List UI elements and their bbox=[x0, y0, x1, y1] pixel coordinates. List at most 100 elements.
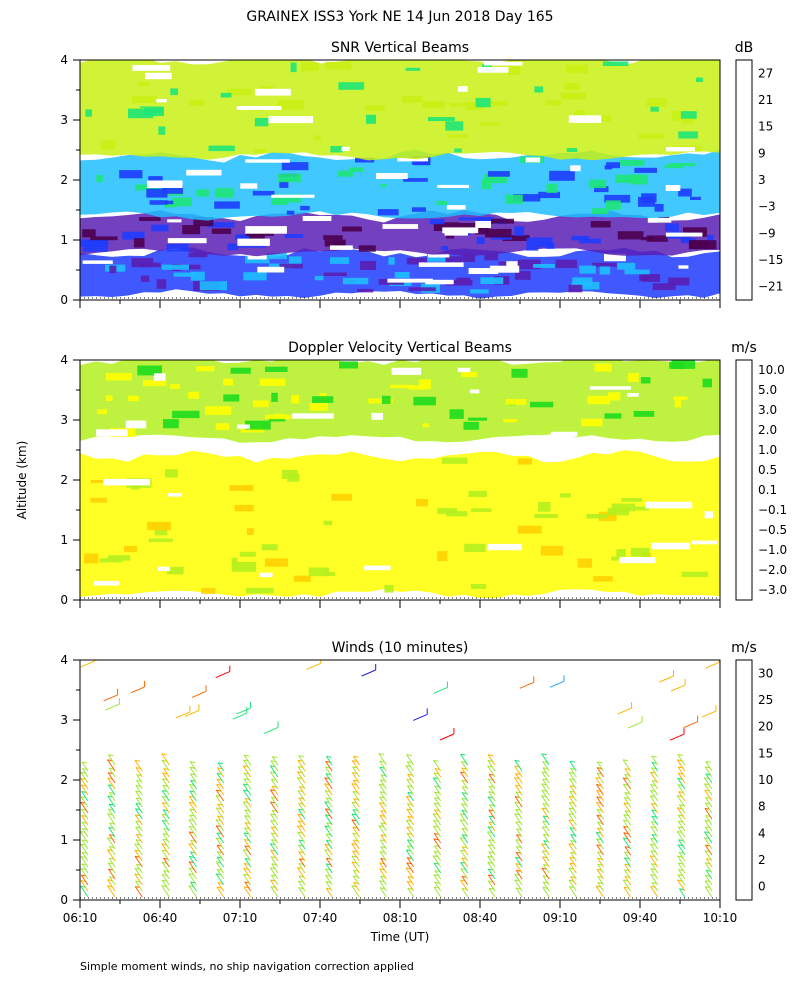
wind-barb-staff bbox=[461, 828, 469, 838]
heatmap-cell bbox=[514, 226, 525, 236]
heatmap-cell bbox=[229, 485, 254, 491]
heatmap-cell bbox=[122, 231, 145, 240]
wind-barb bbox=[361, 664, 377, 677]
wind-barb bbox=[243, 832, 252, 844]
x-tick-label: 07:40 bbox=[303, 911, 338, 925]
wind-barb-staff bbox=[270, 760, 279, 772]
wind-barb bbox=[297, 813, 306, 826]
wind-barb bbox=[541, 843, 550, 856]
heatmap-cell bbox=[243, 272, 267, 281]
wind-barb-staff bbox=[406, 803, 415, 814]
wind-barb bbox=[379, 796, 387, 808]
wind-barb bbox=[514, 873, 523, 886]
heatmap-cell bbox=[196, 366, 215, 372]
heatmap-cell bbox=[182, 225, 201, 235]
wind-barb-staff bbox=[488, 774, 496, 784]
colorbar-frame bbox=[735, 59, 753, 301]
wind-barb-staff bbox=[596, 869, 604, 880]
wind-barb bbox=[405, 795, 415, 808]
wind-barb-staff bbox=[433, 760, 442, 772]
wind-barb bbox=[568, 819, 577, 832]
heatmap-cell bbox=[640, 377, 651, 384]
wind-barb bbox=[161, 843, 170, 856]
wind-barb-staff bbox=[351, 885, 360, 898]
wind-barb-staff bbox=[596, 851, 604, 862]
heatmap-gap bbox=[647, 217, 672, 223]
heatmap-gap bbox=[245, 159, 290, 163]
heatmap-gap bbox=[397, 157, 429, 162]
wind-barb bbox=[705, 660, 720, 669]
heatmap-cell bbox=[325, 61, 352, 70]
wind-barb-staff bbox=[215, 837, 225, 850]
wind-barb bbox=[351, 861, 360, 874]
wind-barb-staff bbox=[461, 846, 469, 856]
heatmap-layer-2 bbox=[80, 149, 720, 221]
wind-barb-staff bbox=[460, 753, 469, 766]
wind-barb-staff bbox=[461, 876, 469, 886]
heatmap-gap bbox=[257, 266, 285, 273]
wind-barb bbox=[701, 705, 717, 718]
heatmap-gap bbox=[442, 227, 479, 234]
wind-barb bbox=[243, 772, 252, 784]
wind-barb-staff bbox=[297, 790, 306, 802]
wind-barb-staff bbox=[162, 784, 170, 796]
wind-barb-staff bbox=[188, 873, 197, 886]
winds-panel-title: Winds (10 minutes) bbox=[332, 640, 469, 656]
heatmap-cell bbox=[278, 173, 301, 183]
heatmap-cell bbox=[689, 240, 717, 250]
heatmap-cell bbox=[164, 201, 177, 208]
wind-barb bbox=[161, 874, 170, 886]
heatmap-cell bbox=[330, 146, 343, 153]
colorbar-label: 1.0 bbox=[758, 443, 777, 457]
wind-barb bbox=[514, 759, 523, 772]
wind-barb bbox=[406, 826, 415, 838]
wind-barb-staff bbox=[596, 827, 604, 838]
wind-barb-staff bbox=[596, 809, 604, 820]
wind-barb bbox=[622, 819, 632, 832]
wind-barb-staff bbox=[161, 802, 170, 814]
wind-barb bbox=[541, 850, 550, 862]
wind-barb-staff bbox=[175, 711, 191, 719]
wind-barb bbox=[215, 837, 225, 850]
wind-barb-staff bbox=[271, 839, 279, 850]
wind-barb bbox=[649, 795, 659, 808]
wind-barb-staff bbox=[597, 882, 604, 892]
wind-barb-staff bbox=[515, 809, 523, 820]
wind-barb-staff bbox=[353, 882, 360, 892]
wind-barb-staff bbox=[107, 813, 116, 826]
heatmap-cell bbox=[384, 584, 394, 593]
time-axis-label: Time (UT) bbox=[370, 930, 430, 944]
wind-barb-staff bbox=[163, 858, 170, 868]
heatmap-cell bbox=[105, 373, 132, 381]
wind-barb-staff bbox=[161, 879, 170, 892]
heatmap-cell bbox=[437, 508, 458, 514]
wind-barb-staff bbox=[650, 821, 659, 832]
heatmap-gap bbox=[651, 542, 691, 550]
wind-barb-flag bbox=[406, 754, 412, 757]
wind-barb-staff bbox=[215, 795, 225, 808]
wind-barb-staff bbox=[243, 772, 252, 784]
wind-barb-staff bbox=[406, 857, 415, 868]
snr-colorbar-unit: dB bbox=[735, 40, 754, 56]
colorbar-label: −15 bbox=[758, 253, 783, 267]
wind-barb bbox=[105, 698, 120, 711]
heatmap-cell bbox=[517, 525, 542, 534]
heatmap-cell bbox=[331, 493, 352, 501]
heatmap-cell bbox=[526, 237, 553, 248]
wind-barb-staff bbox=[379, 815, 387, 826]
wind-barb bbox=[270, 886, 279, 898]
wind-barb-staff bbox=[405, 849, 415, 862]
wind-barb-staff bbox=[705, 761, 713, 772]
heatmap-cell bbox=[446, 233, 454, 239]
wind-barb-staff bbox=[514, 813, 523, 826]
heatmap-cell bbox=[123, 545, 138, 553]
wind-barb-staff bbox=[651, 834, 659, 844]
wind-barb bbox=[487, 778, 496, 790]
wind-barb-staff bbox=[232, 712, 247, 720]
colorbar-label: 4 bbox=[758, 826, 766, 840]
heatmap-cell bbox=[480, 277, 504, 284]
wind-barb-staff bbox=[161, 885, 170, 898]
heatmap-cell bbox=[314, 275, 324, 281]
wind-barb-staff bbox=[269, 789, 279, 802]
heatmap-cell bbox=[485, 228, 512, 238]
